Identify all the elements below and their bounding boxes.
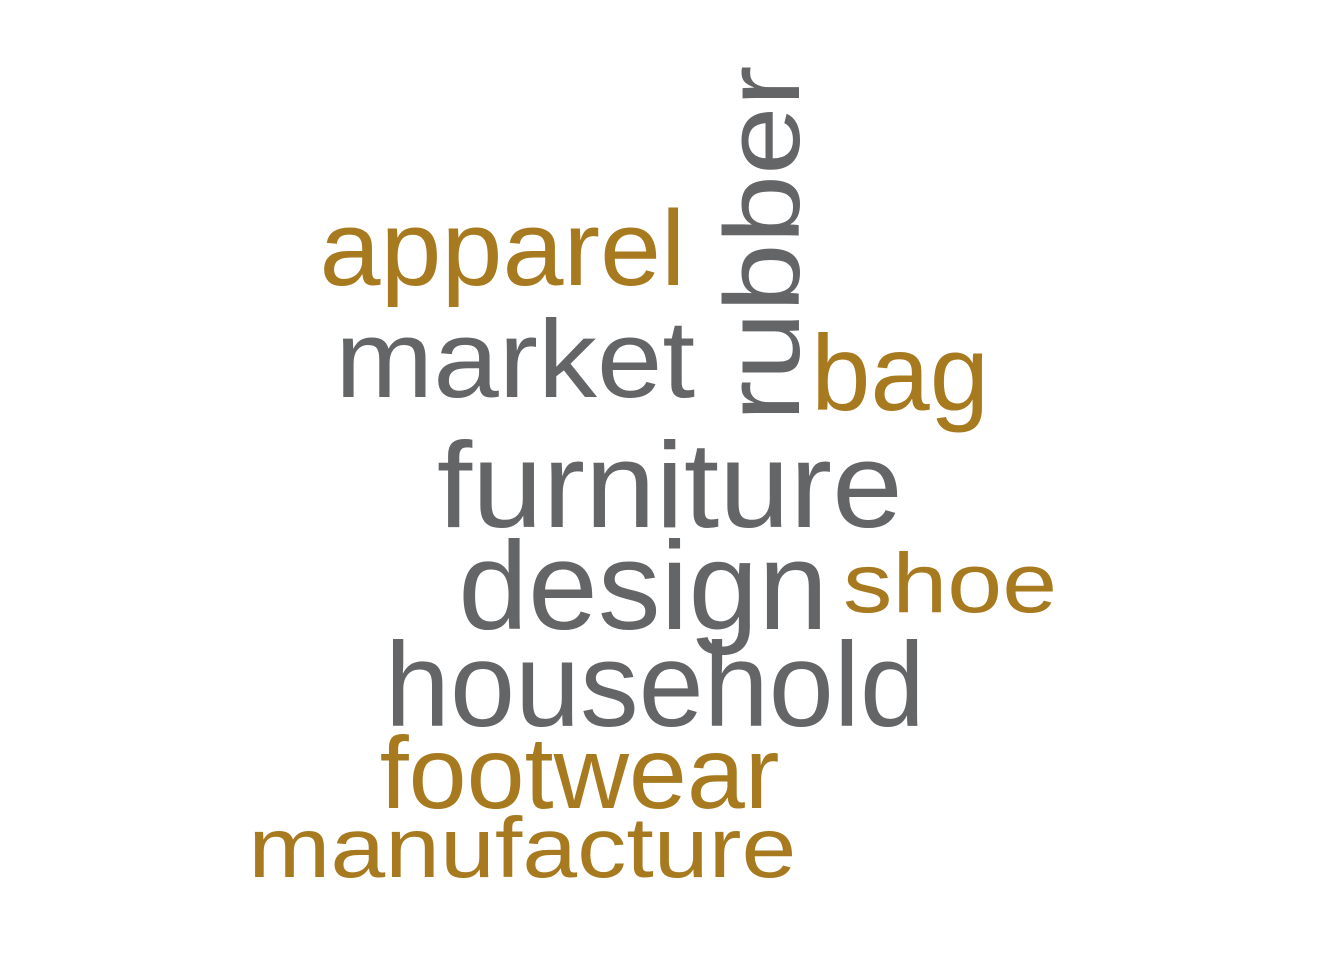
word-manufacture: manufacture — [247, 800, 797, 896]
word-apparel: apparel — [319, 187, 685, 308]
word-market: market — [334, 298, 696, 421]
word-footwear: footwear — [380, 716, 780, 830]
word-furniture: furniture — [437, 417, 903, 553]
word-bag: bag — [810, 312, 990, 433]
word-household: household — [385, 618, 925, 752]
word-design: design — [458, 516, 828, 656]
word-rubber: rubber — [702, 64, 823, 422]
word-shoe: shoe — [842, 536, 1058, 630]
